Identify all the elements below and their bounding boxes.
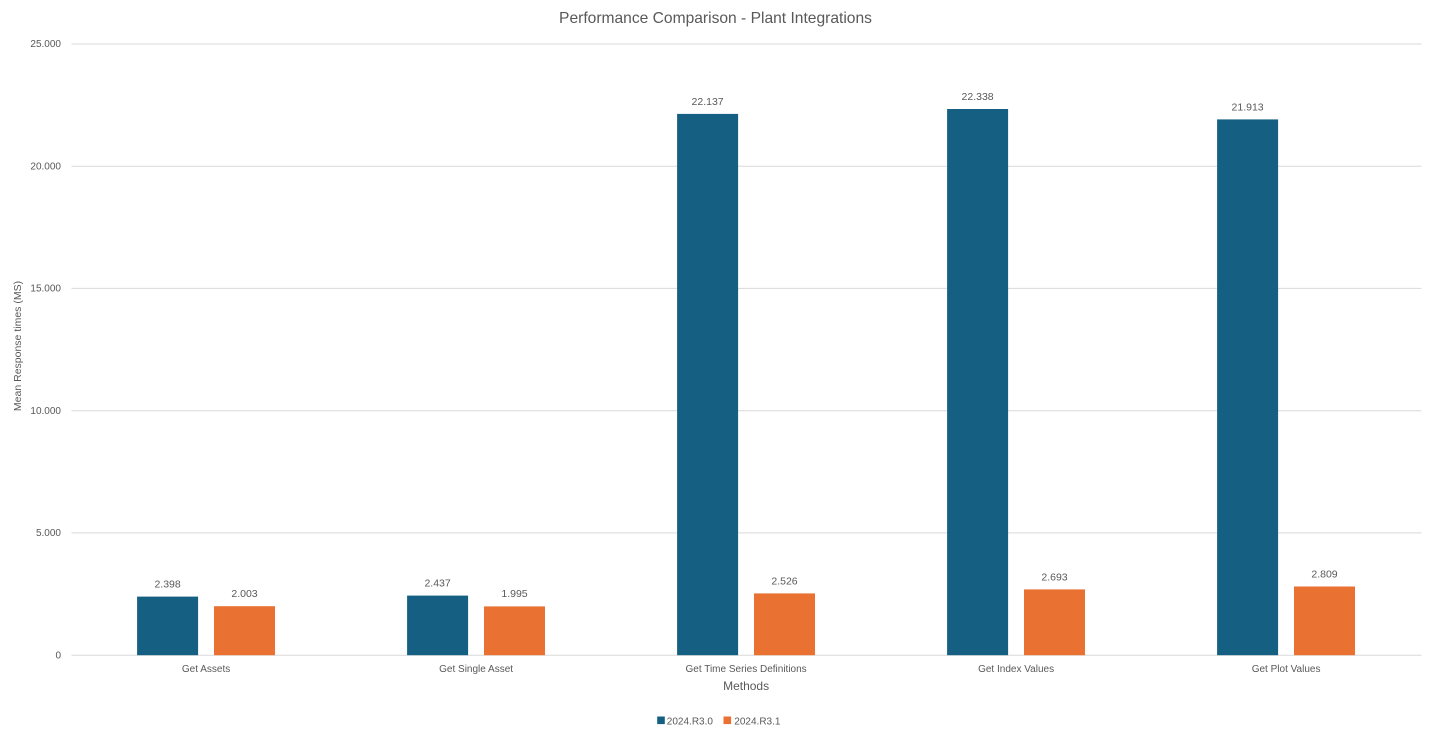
svg-text:Performance Comparison - Plant: Performance Comparison - Plant Integrati… bbox=[559, 10, 872, 27]
svg-text:Get Single Asset: Get Single Asset bbox=[439, 664, 513, 675]
svg-text:22.338: 22.338 bbox=[962, 91, 994, 103]
svg-text:25.000: 25.000 bbox=[30, 39, 61, 50]
svg-text:2.809: 2.809 bbox=[1311, 569, 1337, 581]
svg-text:0: 0 bbox=[55, 650, 61, 661]
svg-text:2.398: 2.398 bbox=[154, 578, 180, 590]
svg-text:Get Assets: Get Assets bbox=[182, 664, 230, 675]
svg-text:5.000: 5.000 bbox=[36, 528, 61, 539]
svg-text:Mean Response times (MS): Mean Response times (MS) bbox=[12, 281, 24, 411]
svg-text:2024.R3.0: 2024.R3.0 bbox=[667, 716, 714, 727]
svg-text:1.995: 1.995 bbox=[501, 588, 527, 600]
svg-text:10.000: 10.000 bbox=[30, 406, 61, 417]
svg-text:2.003: 2.003 bbox=[231, 588, 257, 600]
svg-text:20.000: 20.000 bbox=[30, 161, 61, 172]
svg-text:Get Plot Values: Get Plot Values bbox=[1252, 664, 1321, 675]
svg-text:2.526: 2.526 bbox=[771, 575, 797, 587]
svg-text:22.137: 22.137 bbox=[692, 96, 724, 108]
svg-text:Get Index Values: Get Index Values bbox=[978, 664, 1054, 675]
svg-text:Get Time Series Definitions: Get Time Series Definitions bbox=[686, 664, 807, 675]
svg-text:2024.R3.1: 2024.R3.1 bbox=[734, 716, 781, 727]
svg-text:Methods: Methods bbox=[723, 679, 769, 693]
svg-text:2.693: 2.693 bbox=[1041, 571, 1067, 583]
svg-text:15.000: 15.000 bbox=[30, 284, 61, 295]
svg-text:21.913: 21.913 bbox=[1232, 101, 1264, 113]
svg-text:2.437: 2.437 bbox=[424, 577, 450, 589]
